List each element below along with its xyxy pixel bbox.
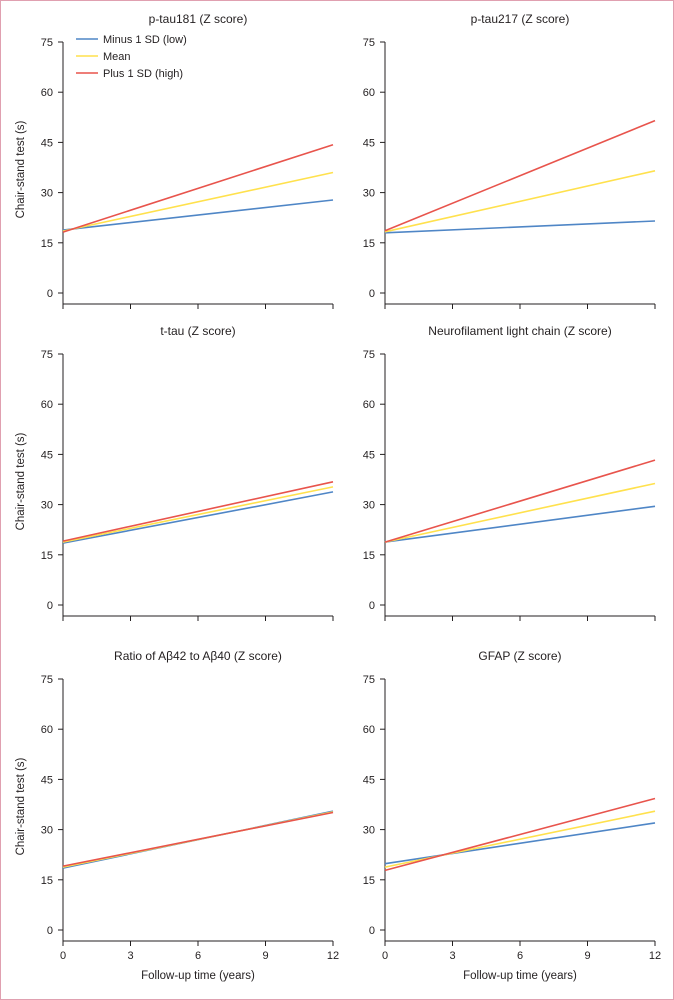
y-tick-label: 30	[363, 500, 375, 512]
y-tick-label: 75	[41, 674, 53, 686]
y-tick-label: 0	[369, 600, 375, 612]
panel-1: p-tau181 (Z score) 0 15 30 45 60 75 Chair-stand…	[15, 12, 334, 309]
y-tick-label: 75	[363, 37, 375, 49]
y-tick-label: 0	[47, 288, 53, 300]
series-line-low	[384, 220, 656, 234]
legend: Minus 1 SD (low) Mean Plus 1 SD (high)	[76, 34, 187, 80]
y-tick-label: 0	[47, 600, 53, 612]
y-tick-label: 75	[363, 674, 375, 686]
y-tick-label: 45	[363, 137, 375, 149]
series-line-mean	[62, 486, 334, 543]
x-tick-label: 0	[382, 950, 388, 962]
y-tick-label: 75	[41, 349, 53, 361]
series-line-low	[384, 505, 656, 543]
series-line-high	[384, 119, 656, 232]
y-tick-label: 30	[41, 825, 53, 837]
series-line-mean	[62, 171, 334, 232]
series-line-high	[62, 143, 334, 233]
x-tick-label: 3	[127, 950, 133, 962]
panel-4: Neurofilament light chain (Z score) 0 15 30…	[363, 324, 656, 621]
y-axis-label: Chair-stand test (s)	[15, 757, 27, 855]
y-tick-label: 0	[369, 925, 375, 937]
y-tick-label: 60	[363, 399, 375, 411]
x-axis-label: Follow-up time (years)	[463, 970, 577, 982]
y-tick-label: 15	[41, 875, 53, 887]
y-tick-label: 60	[41, 399, 53, 411]
x-axis-label: Follow-up time (years)	[141, 970, 255, 982]
x-tick-label: 0	[60, 950, 66, 962]
x-tick-label: 12	[327, 950, 339, 962]
y-axis-label: Chair-stand test (s)	[15, 432, 27, 530]
series-line-high	[62, 481, 334, 542]
y-tick-label: 60	[363, 87, 375, 99]
series-line-high	[62, 811, 334, 867]
series-line-mean	[384, 170, 656, 233]
series-line-low	[62, 491, 334, 544]
series-line-high	[384, 459, 656, 543]
y-tick-label: 15	[41, 238, 53, 250]
panel-2: p-tau217 (Z score) 0 15 30 45 60 75	[363, 12, 656, 309]
y-tick-label: 15	[363, 875, 375, 887]
x-tick-label: 9	[262, 950, 268, 962]
series-line-low	[62, 199, 334, 231]
y-tick-label: 0	[369, 288, 375, 300]
series-line-high	[384, 797, 656, 872]
y-tick-label: 15	[363, 550, 375, 562]
y-tick-label: 30	[363, 188, 375, 200]
y-tick-label: 15	[363, 238, 375, 250]
x-tick-label: 9	[584, 950, 590, 962]
series-line-low	[384, 822, 656, 865]
y-tick-label: 30	[363, 825, 375, 837]
panel-5: Ratio of Aβ42 to Aβ40 (Z score)015304560…	[15, 649, 339, 982]
y-tick-label: 45	[41, 774, 53, 786]
y-tick-label: 75	[363, 349, 375, 361]
x-tick-label: 3	[449, 950, 455, 962]
panel-title: Ratio of Aβ42 to Aβ40 (Z score)	[114, 649, 282, 663]
panel-title: p-tau217 (Z score)	[471, 12, 570, 26]
y-tick-label: 45	[41, 137, 53, 149]
y-tick-label: 75	[41, 37, 53, 49]
x-tick-label: 6	[517, 950, 523, 962]
y-tick-label: 0	[47, 925, 53, 937]
y-tick-label: 60	[41, 87, 53, 99]
panel-title: Neurofilament light chain (Z score)	[428, 324, 611, 338]
y-tick-label: 15	[41, 550, 53, 562]
panel-6: GFAP (Z score) 0 15 30 45 60 75 0 3 6 9 12 Follow-up…	[363, 649, 661, 982]
panel-3: t-tau (Z score) 0 15 30 45 60 75 Chair-stand te…	[15, 324, 334, 621]
y-tick-label: 45	[41, 449, 53, 461]
y-tick-label: 60	[41, 724, 53, 736]
y-tick-label: 30	[41, 188, 53, 200]
x-tick-label: 6	[195, 950, 201, 962]
y-tick-label: 30	[41, 500, 53, 512]
x-tick-label: 12	[649, 950, 661, 962]
legend-label-low: Minus 1 SD (low)	[103, 34, 187, 46]
y-tick-label: 45	[363, 774, 375, 786]
y-axis-label: Chair-stand test (s)	[15, 120, 27, 218]
series-line-mean	[384, 810, 656, 868]
panel-title: p-tau181 (Z score)	[149, 12, 248, 26]
panel-title: GFAP (Z score)	[478, 649, 561, 663]
legend-label-mean: Mean	[103, 51, 131, 63]
series-line-mean	[384, 482, 656, 543]
legend-label-high: Plus 1 SD (high)	[103, 68, 183, 80]
y-tick-label: 60	[363, 724, 375, 736]
panel-title: t-tau (Z score)	[160, 324, 235, 338]
y-tick-label: 45	[363, 449, 375, 461]
